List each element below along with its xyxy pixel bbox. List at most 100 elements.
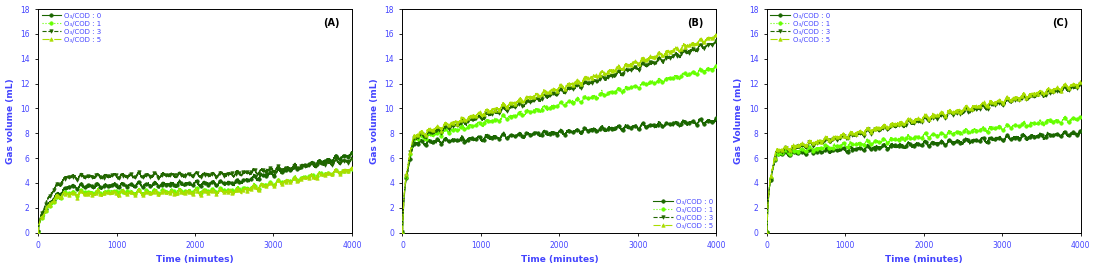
O₃/COD : 0: (1.71e+03, 8.09): 0: (1.71e+03, 8.09) [529, 130, 543, 134]
X-axis label: Time (minutes): Time (minutes) [521, 255, 598, 264]
O₃/COD : 0: (694, 7.41): 0: (694, 7.41) [450, 139, 464, 142]
Line: O₃/COD : 3: O₃/COD : 3 [765, 81, 1083, 234]
O₃/COD : 3: (4e+03, 6.09): 3: (4e+03, 6.09) [345, 155, 358, 158]
O₃/COD : 0: (3.92e+03, 8.93): 0: (3.92e+03, 8.93) [704, 120, 717, 123]
O₃/COD : 1: (694, 8.22): 1: (694, 8.22) [450, 129, 464, 132]
O₃/COD : 3: (0, 0.0702): 3: (0, 0.0702) [396, 230, 409, 233]
O₃/COD : 1: (694, 6.76): 1: (694, 6.76) [814, 147, 827, 150]
O₃/COD : 0: (0, 0.0882): 0: (0, 0.0882) [32, 230, 45, 233]
O₃/COD : 5: (1.53e+03, 10.6): 5: (1.53e+03, 10.6) [516, 100, 529, 103]
Text: (A): (A) [323, 18, 340, 28]
O₃/COD : 1: (0, 0): 1: (0, 0) [396, 231, 409, 234]
O₃/COD : 3: (3.49e+03, 11.2): 3: (3.49e+03, 11.2) [1035, 92, 1048, 95]
Line: O₃/COD : 0: O₃/COD : 0 [765, 129, 1083, 234]
O₃/COD : 5: (0, 0): 5: (0, 0) [396, 231, 409, 234]
O₃/COD : 0: (695, 3.63): 0: (695, 3.63) [85, 186, 99, 189]
O₃/COD : 3: (3.92e+03, 11.7): 3: (3.92e+03, 11.7) [1068, 86, 1081, 89]
O₃/COD : 0: (3.99e+03, 6.52): 0: (3.99e+03, 6.52) [345, 150, 358, 153]
O₃/COD : 5: (3.49e+03, 11.4): 5: (3.49e+03, 11.4) [1035, 90, 1048, 93]
O₃/COD : 0: (0, 0.0221): 0: (0, 0.0221) [396, 231, 409, 234]
O₃/COD : 0: (456, 7.44): 0: (456, 7.44) [432, 139, 445, 142]
Line: O₃/COD : 0: O₃/COD : 0 [36, 150, 354, 233]
O₃/COD : 3: (1.53e+03, 8.26): 3: (1.53e+03, 8.26) [881, 128, 894, 131]
O₃/COD : 5: (4e+03, 16): 5: (4e+03, 16) [709, 32, 722, 35]
O₃/COD : 1: (3.49e+03, 4.64): 1: (3.49e+03, 4.64) [306, 173, 319, 177]
O₃/COD : 1: (1.53e+03, 7.3): 1: (1.53e+03, 7.3) [881, 140, 894, 144]
Line: O₃/COD : 3: O₃/COD : 3 [36, 155, 354, 234]
Line: O₃/COD : 1: O₃/COD : 1 [36, 166, 354, 234]
O₃/COD : 0: (0, 0.0666): 0: (0, 0.0666) [761, 230, 774, 233]
O₃/COD : 5: (0, 0): 5: (0, 0) [761, 231, 774, 234]
O₃/COD : 3: (456, 7.1): 3: (456, 7.1) [796, 143, 809, 146]
O₃/COD : 0: (4e+03, 9.18): 0: (4e+03, 9.18) [710, 117, 723, 120]
O₃/COD : 3: (3.49e+03, 14.4): 3: (3.49e+03, 14.4) [670, 53, 683, 56]
O₃/COD : 3: (456, 8.24): 3: (456, 8.24) [432, 129, 445, 132]
O₃/COD : 1: (456, 8.04): 1: (456, 8.04) [432, 131, 445, 134]
O₃/COD : 3: (4e+03, 6.02): 3: (4e+03, 6.02) [345, 156, 358, 159]
O₃/COD : 5: (3.49e+03, 4.63): 5: (3.49e+03, 4.63) [306, 174, 319, 177]
O₃/COD : 3: (0, 0.0122): 3: (0, 0.0122) [32, 231, 45, 234]
O₃/COD : 5: (4e+03, 12.2): 5: (4e+03, 12.2) [1074, 79, 1087, 83]
O₃/COD : 0: (1.33, 0.0838): 0: (1.33, 0.0838) [32, 230, 45, 233]
Line: O₃/COD : 5: O₃/COD : 5 [401, 32, 718, 234]
O₃/COD : 3: (3.92e+03, 15.2): 3: (3.92e+03, 15.2) [704, 42, 717, 46]
O₃/COD : 1: (0, 0.0138): 1: (0, 0.0138) [32, 231, 45, 234]
O₃/COD : 5: (694, 8.9): 5: (694, 8.9) [450, 120, 464, 124]
O₃/COD : 3: (694, 4.39): 3: (694, 4.39) [85, 176, 99, 180]
O₃/COD : 3: (3.92e+03, 5.81): 3: (3.92e+03, 5.81) [339, 159, 352, 162]
O₃/COD : 1: (1.71e+03, 9.88): 1: (1.71e+03, 9.88) [529, 108, 543, 112]
O₃/COD : 1: (1.33, 0): 1: (1.33, 0) [32, 231, 45, 234]
O₃/COD : 1: (695, 3.16): 1: (695, 3.16) [85, 192, 99, 195]
O₃/COD : 0: (3.49e+03, 5.57): 0: (3.49e+03, 5.57) [306, 162, 319, 165]
O₃/COD : 5: (456, 7.19): 5: (456, 7.19) [796, 142, 809, 145]
Legend: O₃/COD : 0, O₃/COD : 1, O₃/COD : 3, O₃/COD : 5: O₃/COD : 0, O₃/COD : 1, O₃/COD : 3, O₃/C… [652, 197, 715, 231]
O₃/COD : 1: (3.49e+03, 8.96): 1: (3.49e+03, 8.96) [1035, 120, 1048, 123]
O₃/COD : 1: (1.71e+03, 3.42): 1: (1.71e+03, 3.42) [165, 188, 179, 192]
O₃/COD : 1: (1.53e+03, 9.37): 1: (1.53e+03, 9.37) [516, 114, 529, 118]
O₃/COD : 3: (456, 4.63): 3: (456, 4.63) [67, 173, 80, 177]
O₃/COD : 3: (1.71e+03, 10.7): 3: (1.71e+03, 10.7) [529, 97, 543, 101]
X-axis label: Time (nimutes): Time (nimutes) [156, 255, 233, 264]
Line: O₃/COD : 1: O₃/COD : 1 [765, 114, 1083, 234]
X-axis label: Time (minutes): Time (minutes) [884, 255, 962, 264]
Line: O₃/COD : 3: O₃/COD : 3 [401, 38, 718, 234]
O₃/COD : 1: (456, 6.75): 1: (456, 6.75) [796, 147, 809, 150]
O₃/COD : 3: (4e+03, 15.5): 3: (4e+03, 15.5) [710, 39, 723, 42]
O₃/COD : 0: (1.54e+03, 3.6): 0: (1.54e+03, 3.6) [152, 186, 165, 190]
O₃/COD : 0: (1.53e+03, 6.7): 0: (1.53e+03, 6.7) [881, 148, 894, 151]
O₃/COD : 1: (4e+03, 5.21): 1: (4e+03, 5.21) [345, 166, 358, 170]
O₃/COD : 0: (1.71e+03, 3.95): 0: (1.71e+03, 3.95) [165, 182, 179, 185]
O₃/COD : 5: (456, 3.23): 5: (456, 3.23) [67, 191, 80, 194]
O₃/COD : 5: (3.49e+03, 14.9): 5: (3.49e+03, 14.9) [670, 46, 683, 49]
O₃/COD : 3: (1.53e+03, 4.46): 3: (1.53e+03, 4.46) [152, 176, 165, 179]
O₃/COD : 0: (3.49e+03, 7.94): 0: (3.49e+03, 7.94) [1035, 132, 1048, 136]
O₃/COD : 5: (3.92e+03, 11.9): 5: (3.92e+03, 11.9) [1068, 83, 1081, 87]
O₃/COD : 5: (4e+03, 15.9): 5: (4e+03, 15.9) [710, 33, 723, 36]
O₃/COD : 0: (4e+03, 8.23): 0: (4e+03, 8.23) [1074, 129, 1087, 132]
Y-axis label: Gas volume (mL): Gas volume (mL) [370, 78, 379, 164]
O₃/COD : 5: (1.53e+03, 8.41): 5: (1.53e+03, 8.41) [881, 127, 894, 130]
Line: O₃/COD : 0: O₃/COD : 0 [401, 116, 718, 234]
Line: O₃/COD : 1: O₃/COD : 1 [401, 63, 718, 234]
O₃/COD : 3: (694, 7.22): 3: (694, 7.22) [814, 141, 827, 144]
O₃/COD : 5: (4e+03, 12.2): 5: (4e+03, 12.2) [1074, 80, 1087, 83]
Text: (C): (C) [1052, 18, 1069, 28]
Line: O₃/COD : 5: O₃/COD : 5 [765, 79, 1083, 234]
O₃/COD : 5: (0, 0): 5: (0, 0) [32, 231, 45, 234]
O₃/COD : 5: (3.92e+03, 5.04): 5: (3.92e+03, 5.04) [339, 168, 352, 172]
Y-axis label: Gas Volume (mL): Gas Volume (mL) [734, 78, 743, 164]
O₃/COD : 1: (3.92e+03, 5.01): 1: (3.92e+03, 5.01) [340, 169, 353, 172]
O₃/COD : 5: (3.92e+03, 15.7): 5: (3.92e+03, 15.7) [704, 36, 717, 39]
O₃/COD : 5: (1.71e+03, 3.27): 5: (1.71e+03, 3.27) [165, 190, 179, 194]
O₃/COD : 0: (3.49e+03, 8.85): 0: (3.49e+03, 8.85) [670, 121, 683, 124]
O₃/COD : 1: (4e+03, 9.38): 1: (4e+03, 9.38) [1074, 114, 1087, 118]
O₃/COD : 0: (456, 6.52): 0: (456, 6.52) [796, 150, 809, 153]
O₃/COD : 1: (3.49e+03, 12.6): 1: (3.49e+03, 12.6) [670, 75, 683, 78]
O₃/COD : 1: (1.54e+03, 3.18): 1: (1.54e+03, 3.18) [152, 191, 165, 195]
O₃/COD : 1: (3.92e+03, 13.2): 1: (3.92e+03, 13.2) [704, 67, 717, 70]
O₃/COD : 5: (4e+03, 5.32): 5: (4e+03, 5.32) [345, 165, 358, 168]
O₃/COD : 5: (1.53e+03, 3.04): 5: (1.53e+03, 3.04) [152, 193, 165, 196]
O₃/COD : 1: (3.99e+03, 5.26): 1: (3.99e+03, 5.26) [345, 166, 358, 169]
O₃/COD : 0: (457, 3.73): 0: (457, 3.73) [67, 185, 80, 188]
O₃/COD : 1: (3.92e+03, 9.08): 1: (3.92e+03, 9.08) [1068, 118, 1081, 122]
